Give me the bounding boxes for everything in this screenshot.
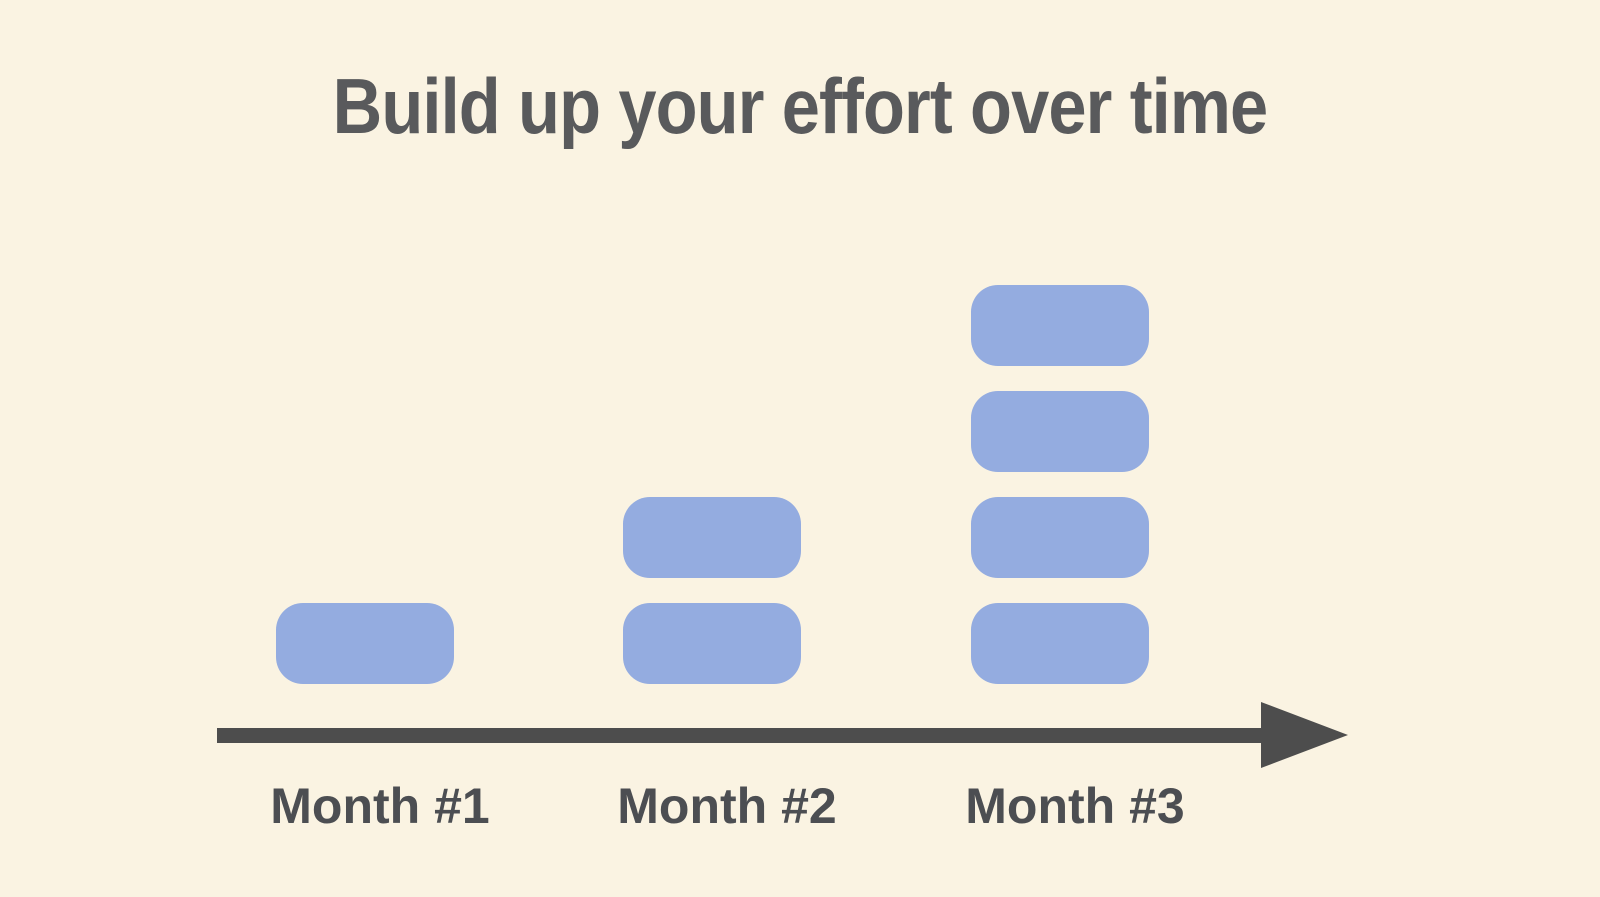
effort-block xyxy=(276,603,454,684)
effort-stack-month-1 xyxy=(276,603,454,684)
chart-title: Build up your effort over time xyxy=(332,62,1269,150)
effort-block xyxy=(623,603,801,684)
axis-label-month-2: Month #2 xyxy=(617,778,837,834)
axis-label-month-1: Month #1 xyxy=(270,778,490,834)
arrowhead-icon xyxy=(1261,702,1348,768)
effort-stack-month-2 xyxy=(623,497,801,684)
effort-block xyxy=(971,391,1149,472)
effort-block xyxy=(971,285,1149,366)
effort-block xyxy=(971,603,1149,684)
effort-stack-month-3 xyxy=(971,285,1149,684)
timeline-axis-line xyxy=(217,728,1262,743)
effort-block xyxy=(971,497,1149,578)
axis-label-month-3: Month #3 xyxy=(965,778,1185,834)
effort-block xyxy=(623,497,801,578)
